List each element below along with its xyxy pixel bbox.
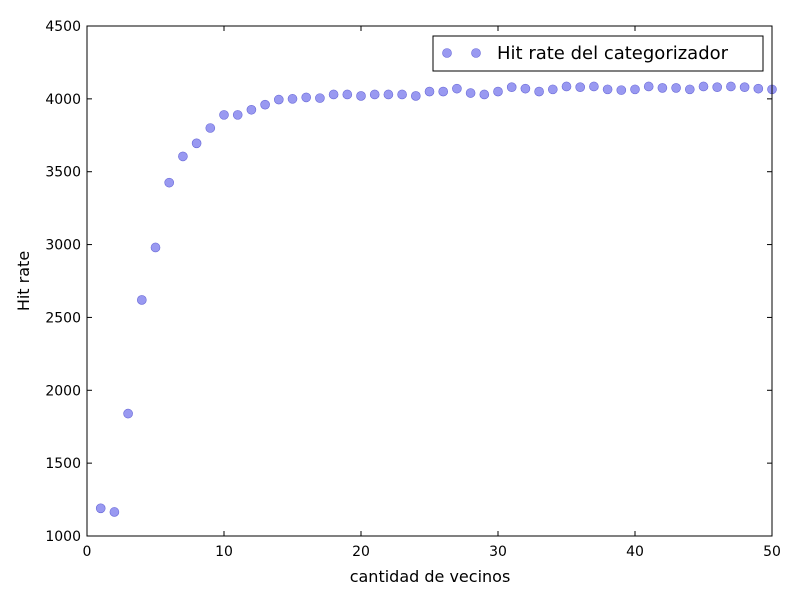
- x-tick-label: 40: [626, 544, 644, 560]
- data-point: [712, 82, 723, 92]
- data-point: [150, 242, 161, 253]
- axis-ticks: 0 10 20 30 40 50 1000 1500 2000 2500 3000 3500 4000 4…: [45, 19, 781, 560]
- data-point: [438, 86, 449, 97]
- data-point: [164, 177, 174, 188]
- x-tick-label: 30: [489, 544, 507, 560]
- x-tick-label: 10: [215, 544, 233, 560]
- data-point: [547, 84, 558, 95]
- data-point: [260, 99, 270, 110]
- data-point: [123, 408, 133, 419]
- data-point: [246, 104, 257, 115]
- data-point: [684, 84, 695, 95]
- data-point: [630, 84, 640, 95]
- y-tick-label: 4000: [45, 92, 81, 108]
- x-tick-label: 20: [352, 544, 370, 560]
- data-point: [109, 507, 120, 517]
- legend-marker: [471, 48, 481, 58]
- legend-marker: [442, 48, 452, 58]
- data-points: [95, 81, 777, 517]
- legend-box: [432, 35, 764, 72]
- data-point: [698, 81, 709, 92]
- data-point: [301, 92, 312, 103]
- data-point: [657, 83, 668, 93]
- data-point: [356, 91, 366, 101]
- data-point: [753, 83, 764, 94]
- data-point: [671, 83, 681, 93]
- y-tick-label: 4500: [45, 19, 81, 35]
- data-point: [452, 83, 462, 94]
- plot-frame: [86, 25, 773, 537]
- data-point: [137, 295, 147, 305]
- data-point: [205, 123, 216, 133]
- data-point: [178, 151, 188, 162]
- data-point: [315, 93, 325, 103]
- data-point: [232, 110, 243, 120]
- data-point: [726, 81, 736, 92]
- data-point: [739, 82, 750, 92]
- y-tick-label: 1000: [45, 529, 81, 545]
- data-point: [383, 89, 394, 100]
- data-point: [342, 89, 353, 100]
- data-point: [219, 110, 229, 120]
- x-tick-label: 50: [763, 544, 781, 560]
- data-point: [287, 94, 298, 104]
- data-point: [328, 89, 339, 100]
- x-axis-label: cantidad de vecinos: [350, 567, 511, 586]
- data-point: [465, 88, 476, 98]
- data-point: [191, 138, 202, 149]
- y-tick-label: 2000: [45, 383, 81, 399]
- data-point: [273, 94, 284, 105]
- data-point: [369, 89, 380, 100]
- data-point: [397, 89, 407, 100]
- data-point: [561, 81, 572, 92]
- y-tick-label: 3000: [45, 238, 81, 254]
- data-point: [643, 81, 654, 92]
- data-point: [616, 85, 627, 95]
- data-point: [589, 81, 599, 92]
- data-point: [479, 89, 490, 100]
- data-point: [493, 86, 503, 97]
- data-point: [520, 83, 531, 94]
- y-tick-label: 1500: [45, 456, 81, 472]
- data-point: [95, 503, 106, 514]
- data-point: [534, 86, 544, 97]
- data-point: [602, 84, 613, 95]
- y-tick-label: 3500: [45, 165, 81, 181]
- x-tick-label: 0: [83, 544, 92, 560]
- y-axis-label: Hit rate: [14, 251, 33, 311]
- legend: Hit rate del categorizador: [432, 35, 764, 72]
- data-point: [506, 82, 517, 92]
- data-point: [424, 86, 435, 97]
- legend-entry: Hit rate del categorizador: [497, 43, 729, 64]
- y-tick-label: 2500: [45, 310, 81, 326]
- data-point: [575, 82, 586, 92]
- data-point: [410, 91, 421, 101]
